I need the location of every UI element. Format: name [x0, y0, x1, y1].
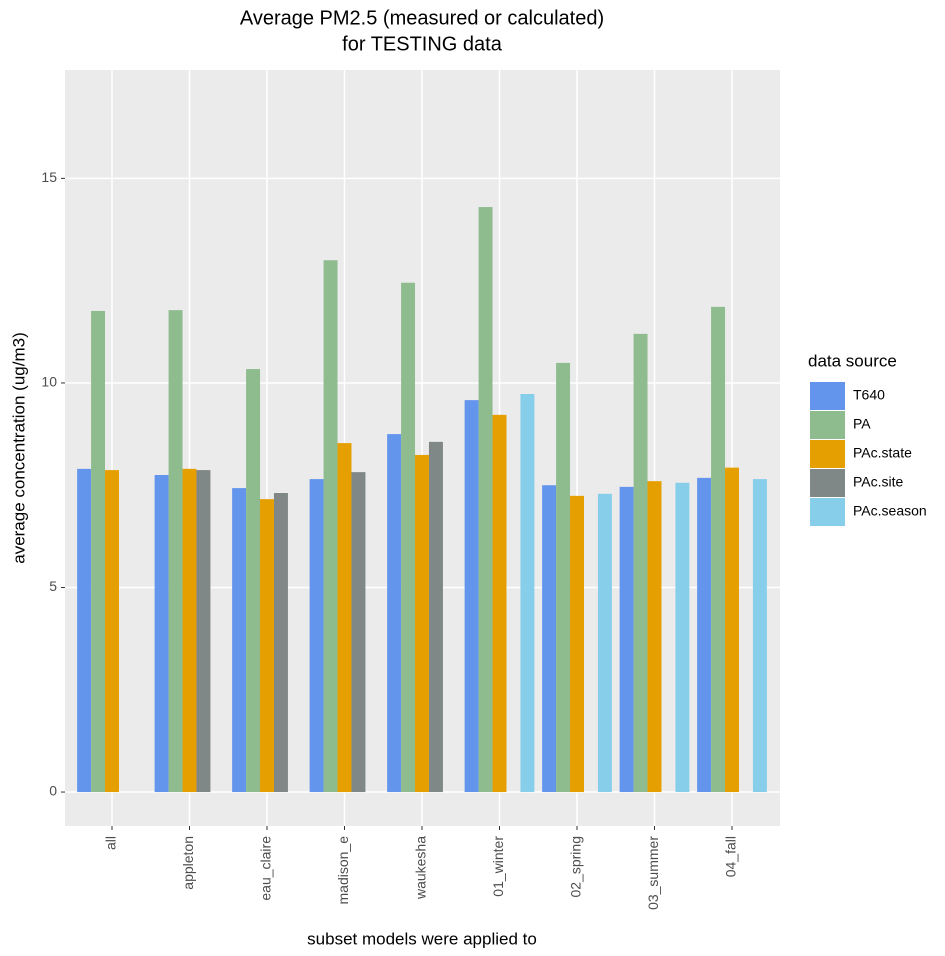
bar — [91, 310, 106, 793]
bar — [323, 260, 338, 793]
chart-title: Average PM2.5 (measured or calculated) — [240, 7, 604, 29]
bar — [520, 394, 535, 793]
bar — [492, 414, 507, 793]
x-tick-label: appleton — [180, 836, 196, 890]
x-tick-label: all — [103, 836, 119, 850]
legend-key — [810, 411, 845, 439]
y-axis-title: average concentration (ug/m3) — [9, 332, 28, 564]
legend-label: PA — [853, 416, 871, 432]
x-tick-label: madison_e — [335, 836, 351, 905]
legend-key — [810, 498, 845, 526]
x-tick-label: 02_spring — [568, 836, 584, 898]
y-tick-label: 0 — [49, 783, 57, 799]
bar — [154, 475, 169, 793]
x-axis-title: subset models were applied to — [307, 929, 537, 948]
legend-key — [810, 382, 845, 410]
bar — [182, 468, 197, 793]
bar — [570, 495, 584, 793]
x-tick-label: eau_claire — [258, 836, 274, 901]
chart-title: for TESTING data — [342, 33, 503, 55]
bar — [597, 493, 612, 793]
bar — [387, 434, 402, 793]
bar — [478, 207, 493, 793]
bar — [428, 441, 443, 793]
bar — [633, 333, 648, 793]
legend-label: PAc.state — [853, 445, 912, 461]
bar — [351, 472, 366, 793]
bar — [168, 310, 183, 793]
y-tick-label: 15 — [41, 169, 57, 185]
y-tick-label: 5 — [49, 578, 57, 594]
legend-key — [810, 469, 845, 497]
bar — [619, 486, 634, 793]
bar — [711, 306, 726, 793]
bar — [752, 479, 767, 793]
legend-key — [810, 440, 845, 468]
legend-label: PAc.season — [853, 503, 927, 519]
bar — [697, 477, 712, 793]
bar — [542, 485, 557, 793]
bar — [246, 369, 261, 793]
x-tick-label: 04_fall — [723, 836, 739, 877]
legend-title: data source — [808, 351, 897, 370]
bar — [464, 400, 479, 793]
legend-label: PAc.site — [853, 474, 904, 490]
bar — [725, 467, 739, 793]
x-tick-label: 03_summer — [645, 836, 661, 910]
x-tick-label: waukesha — [413, 836, 429, 900]
bar — [401, 282, 416, 793]
y-tick-label: 10 — [41, 374, 57, 390]
bar — [556, 362, 571, 793]
bar — [232, 488, 247, 793]
bar — [273, 493, 288, 793]
bar — [77, 468, 92, 793]
bar — [309, 479, 324, 793]
bar — [105, 470, 119, 793]
bar — [337, 443, 352, 793]
legend-label: T640 — [853, 387, 885, 403]
bar — [415, 454, 429, 793]
bar — [196, 470, 211, 793]
bar — [260, 499, 274, 793]
bar — [647, 481, 662, 793]
bar — [675, 482, 690, 793]
x-tick-label: 01_winter — [490, 836, 506, 897]
